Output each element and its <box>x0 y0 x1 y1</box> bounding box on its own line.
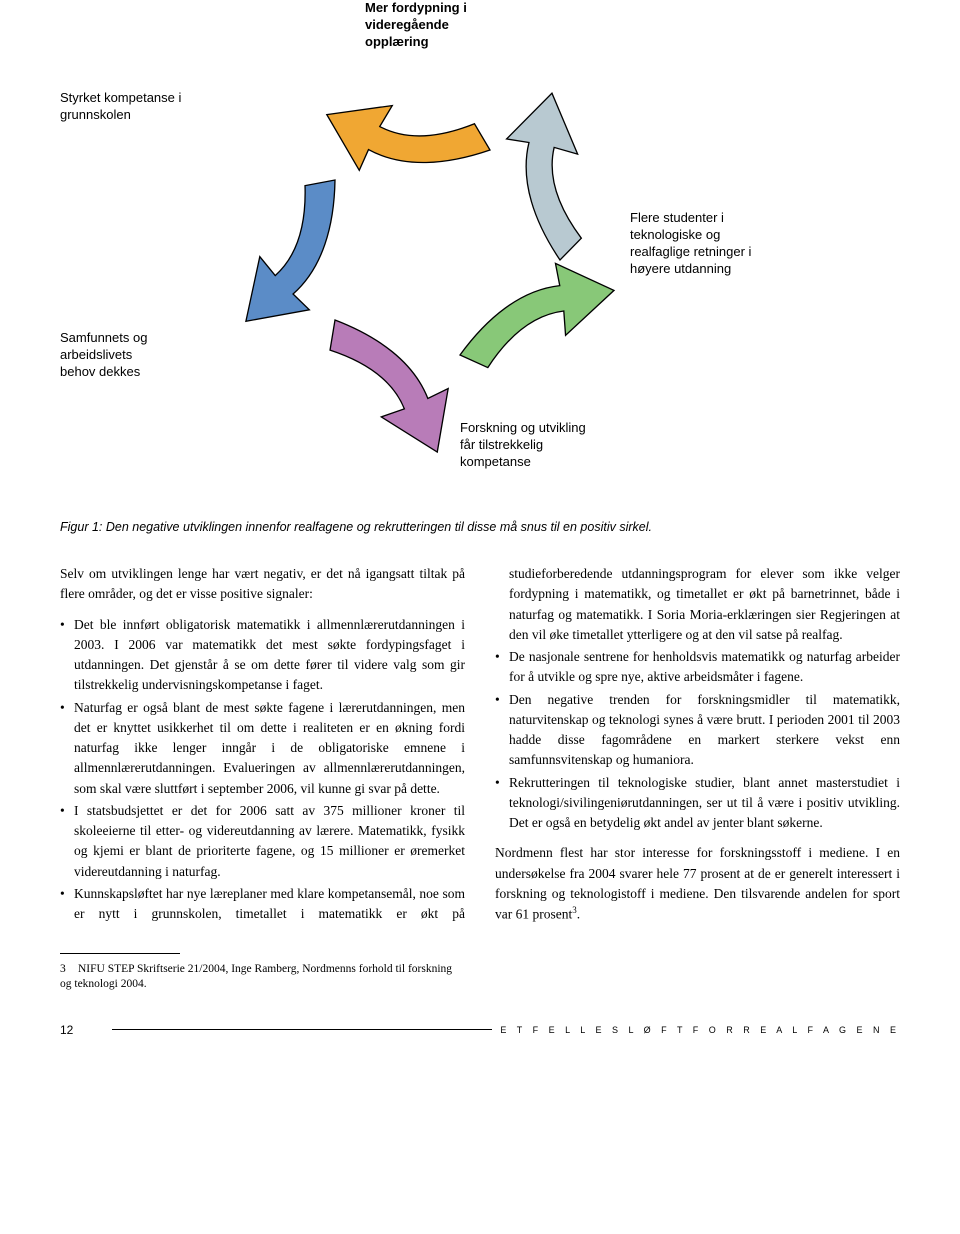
page-footer: 12 E T F E L L E S L Ø F T F O R R E A L… <box>60 1023 900 1037</box>
tail-text: Nordmenn flest har stor interesse for fo… <box>495 845 900 921</box>
footnote-mark: 3 <box>572 905 577 915</box>
figure-caption: Figur 1: Den negative utviklingen innenf… <box>60 520 900 534</box>
bullet-item: Naturfag er også blant de mest søkte fag… <box>60 698 465 799</box>
bullet-item: Det ble innført obligatorisk matematikk … <box>60 615 465 696</box>
footnote-text: NIFU STEP Skriftserie 21/2004, Inge Ramb… <box>60 963 452 991</box>
footnote-separator <box>60 953 180 954</box>
diagram-label-top: Mer fordypning ivideregåendeopplæring <box>365 0 467 51</box>
footnote: 3NIFU STEP Skriftserie 21/2004, Inge Ram… <box>60 962 463 993</box>
intro-paragraph: Selv om utviklingen lenge har vært negat… <box>60 564 465 605</box>
footer-rule <box>112 1029 492 1030</box>
diagram-label-bottom: Forskning og utviklingfår tilstrekkeligk… <box>460 420 586 471</box>
bullet-item: De nasjonale sentrene for henholdsvis ma… <box>495 647 900 688</box>
footnote-number: 3 <box>60 962 78 978</box>
bullet-item: Den negative trenden for forskningsmidle… <box>495 690 900 771</box>
tail-paragraph: Nordmenn flest har stor interesse for fo… <box>495 843 900 925</box>
body-text: Selv om utviklingen lenge har vært negat… <box>60 564 900 925</box>
bullet-item: I statsbudsjettet er det for 2006 satt a… <box>60 801 465 882</box>
diagram-label-left-lower: Samfunnets ogarbeidslivetsbehov dekkes <box>60 330 147 381</box>
diagram-label-right: Flere studenter iteknologiske ogrealfagl… <box>630 210 751 278</box>
bullet-item: Rekrutteringen til teknologiske studier,… <box>495 773 900 834</box>
page-number: 12 <box>60 1023 73 1037</box>
footer-doc-title: E T F E L L E S L Ø F T F O R R E A L F … <box>500 1025 900 1035</box>
diagram-label-left-upper: Styrket kompetanse igrunnskolen <box>60 90 181 124</box>
cycle-diagram: Mer fordypning ivideregåendeopplæring St… <box>60 0 900 510</box>
